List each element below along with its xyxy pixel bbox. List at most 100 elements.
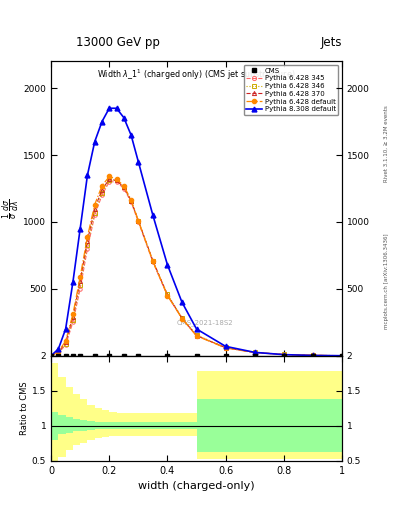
Pythia 6.428 default bbox=[78, 274, 83, 280]
X-axis label: width (charged-only): width (charged-only) bbox=[138, 481, 255, 491]
Pythia 6.428 345 bbox=[151, 259, 155, 265]
Pythia 6.428 346 bbox=[252, 349, 257, 355]
Pythia 6.428 346 bbox=[223, 345, 228, 351]
Pythia 6.428 370 bbox=[78, 278, 83, 284]
Pythia 6.428 345 bbox=[114, 179, 119, 185]
Pythia 6.428 370 bbox=[194, 333, 199, 339]
Pythia 6.428 370 bbox=[252, 349, 257, 355]
Pythia 6.428 default bbox=[340, 353, 344, 359]
Pythia 6.428 default bbox=[100, 183, 105, 189]
Pythia 6.428 346 bbox=[165, 291, 170, 297]
Text: mcplots.cern.ch [arXiv:1306.3436]: mcplots.cern.ch [arXiv:1306.3436] bbox=[384, 234, 389, 329]
Pythia 6.428 default bbox=[63, 338, 68, 344]
Pythia 6.428 default bbox=[252, 350, 257, 356]
Line: Pythia 8.308 default: Pythia 8.308 default bbox=[49, 106, 344, 358]
Pythia 6.428 345 bbox=[107, 179, 112, 185]
Pythia 6.428 default bbox=[194, 333, 199, 339]
Pythia 6.428 default bbox=[151, 259, 155, 265]
Pythia 6.428 346 bbox=[194, 332, 199, 338]
Pythia 6.428 346 bbox=[121, 184, 126, 190]
Line: Pythia 6.428 345: Pythia 6.428 345 bbox=[50, 180, 343, 357]
Pythia 6.428 370 bbox=[49, 353, 53, 359]
Pythia 6.428 default bbox=[129, 197, 134, 203]
Pythia 8.308 default bbox=[129, 132, 134, 138]
Pythia 6.428 345 bbox=[49, 353, 53, 359]
Pythia 8.308 default bbox=[223, 343, 228, 349]
Pythia 6.428 default bbox=[281, 351, 286, 357]
Pythia 8.308 default bbox=[71, 279, 75, 285]
Pythia 6.428 346 bbox=[136, 218, 141, 224]
Pythia 6.428 345 bbox=[129, 199, 134, 205]
Pythia 8.308 default bbox=[114, 105, 119, 111]
Pythia 6.428 370 bbox=[121, 184, 126, 190]
Pythia 8.308 default bbox=[85, 172, 90, 178]
Pythia 8.308 default bbox=[92, 139, 97, 145]
Pythia 8.308 default bbox=[151, 212, 155, 218]
Pythia 8.308 default bbox=[165, 262, 170, 268]
Pythia 8.308 default bbox=[49, 353, 53, 359]
Pythia 6.428 370 bbox=[114, 178, 119, 184]
Pythia 6.428 370 bbox=[310, 352, 315, 358]
Pythia 6.428 370 bbox=[136, 218, 141, 224]
Text: Jets: Jets bbox=[320, 36, 342, 49]
Pythia 6.428 345 bbox=[100, 192, 105, 198]
Pythia 8.308 default bbox=[63, 326, 68, 332]
Pythia 6.428 345 bbox=[71, 319, 75, 325]
Pythia 6.428 346 bbox=[114, 178, 119, 184]
Text: Width $\lambda\_1^1$ (charged only) (CMS jet substructure): Width $\lambda\_1^1$ (charged only) (CMS… bbox=[97, 67, 296, 82]
Pythia 6.428 default bbox=[85, 233, 90, 240]
Pythia 6.428 345 bbox=[340, 353, 344, 359]
Pythia 6.428 default bbox=[223, 345, 228, 351]
Pythia 6.428 346 bbox=[49, 353, 53, 359]
Y-axis label: Ratio to CMS: Ratio to CMS bbox=[20, 381, 29, 435]
Pythia 6.428 346 bbox=[92, 209, 97, 216]
Pythia 6.428 346 bbox=[129, 198, 134, 204]
Pythia 6.428 default bbox=[114, 176, 119, 182]
Pythia 6.428 370 bbox=[281, 351, 286, 357]
Pythia 8.308 default bbox=[121, 115, 126, 121]
Pythia 6.428 345 bbox=[194, 333, 199, 339]
Text: 13000 GeV pp: 13000 GeV pp bbox=[76, 36, 160, 49]
Legend: CMS, Pythia 6.428 345, Pythia 6.428 346, Pythia 6.428 370, Pythia 6.428 default,: CMS, Pythia 6.428 345, Pythia 6.428 346,… bbox=[244, 65, 338, 115]
Pythia 6.428 346 bbox=[151, 258, 155, 264]
Pythia 6.428 370 bbox=[107, 176, 112, 182]
Pythia 6.428 370 bbox=[180, 315, 184, 322]
Pythia 6.428 346 bbox=[63, 340, 68, 347]
Pythia 6.428 default bbox=[71, 311, 75, 317]
Pythia 8.308 default bbox=[194, 326, 199, 332]
Pythia 6.428 370 bbox=[85, 238, 90, 244]
Pythia 6.428 345 bbox=[85, 246, 90, 252]
Pythia 6.428 346 bbox=[85, 242, 90, 248]
Pythia 6.428 370 bbox=[340, 353, 344, 359]
Pythia 6.428 346 bbox=[107, 178, 112, 184]
Pythia 6.428 default bbox=[49, 353, 53, 359]
Text: CMS_2021-18S2: CMS_2021-18S2 bbox=[177, 319, 233, 326]
Text: Rivet 3.1.10, ≥ 3.2M events: Rivet 3.1.10, ≥ 3.2M events bbox=[384, 105, 389, 182]
Pythia 6.428 346 bbox=[71, 316, 75, 323]
Pythia 6.428 346 bbox=[56, 350, 61, 356]
Pythia 6.428 default bbox=[180, 315, 184, 322]
Pythia 6.428 345 bbox=[56, 350, 61, 356]
Pythia 6.428 346 bbox=[281, 351, 286, 357]
Pythia 6.428 default bbox=[107, 174, 112, 180]
Pythia 8.308 default bbox=[107, 105, 112, 111]
Pythia 8.308 default bbox=[78, 226, 83, 232]
Pythia 6.428 345 bbox=[92, 212, 97, 218]
Pythia 8.308 default bbox=[310, 352, 315, 358]
Pythia 6.428 345 bbox=[252, 349, 257, 355]
Pythia 6.428 345 bbox=[121, 185, 126, 191]
Pythia 6.428 345 bbox=[180, 315, 184, 322]
Pythia 6.428 345 bbox=[165, 292, 170, 298]
Pythia 6.428 370 bbox=[129, 198, 134, 204]
Line: Pythia 6.428 346: Pythia 6.428 346 bbox=[50, 179, 343, 357]
Pythia 8.308 default bbox=[281, 352, 286, 358]
Pythia 6.428 370 bbox=[165, 292, 170, 298]
Pythia 6.428 346 bbox=[310, 352, 315, 358]
Pythia 6.428 default bbox=[165, 292, 170, 298]
Pythia 6.428 370 bbox=[100, 187, 105, 193]
Pythia 6.428 default bbox=[121, 183, 126, 189]
Line: Pythia 6.428 370: Pythia 6.428 370 bbox=[49, 177, 344, 358]
Pythia 6.428 345 bbox=[136, 219, 141, 225]
Pythia 8.308 default bbox=[136, 159, 141, 165]
Pythia 6.428 345 bbox=[281, 351, 286, 357]
